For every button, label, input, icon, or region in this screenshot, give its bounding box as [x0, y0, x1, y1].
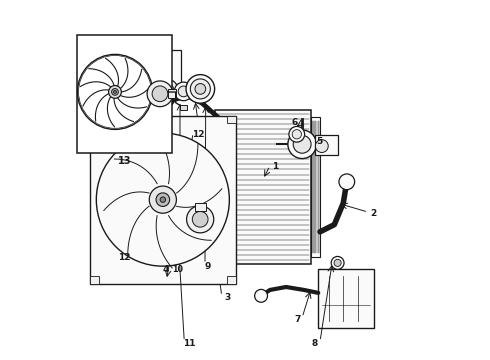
Circle shape: [152, 86, 168, 102]
Text: 13: 13: [118, 156, 131, 166]
Bar: [90, 116, 98, 123]
Circle shape: [109, 57, 148, 96]
Circle shape: [331, 256, 344, 269]
Circle shape: [109, 86, 122, 98]
Circle shape: [107, 55, 136, 84]
Circle shape: [195, 84, 206, 94]
Circle shape: [77, 54, 152, 129]
Text: 10: 10: [172, 265, 183, 274]
Circle shape: [117, 64, 142, 89]
Bar: [90, 116, 236, 284]
Circle shape: [174, 82, 193, 101]
Bar: [315, 135, 338, 155]
Circle shape: [190, 79, 210, 99]
Circle shape: [160, 197, 166, 202]
Circle shape: [289, 126, 305, 142]
Text: 1: 1: [272, 162, 278, 171]
Circle shape: [114, 90, 117, 93]
Circle shape: [288, 130, 317, 158]
Circle shape: [155, 108, 168, 120]
Text: 9: 9: [204, 262, 211, 271]
Circle shape: [112, 89, 119, 95]
Bar: [318, 269, 373, 328]
Text: 5: 5: [316, 137, 322, 146]
Bar: [207, 117, 215, 257]
Bar: [168, 89, 176, 98]
Circle shape: [339, 174, 355, 190]
Text: 4: 4: [163, 265, 169, 274]
Text: 8: 8: [312, 339, 318, 348]
Text: 11: 11: [183, 339, 195, 348]
Circle shape: [122, 70, 135, 83]
Circle shape: [292, 130, 301, 139]
Text: 12: 12: [119, 253, 131, 262]
Bar: [180, 104, 187, 110]
Circle shape: [156, 193, 170, 206]
Circle shape: [192, 211, 208, 227]
Circle shape: [97, 133, 229, 266]
Circle shape: [316, 140, 328, 153]
Bar: [311, 117, 320, 257]
Circle shape: [149, 186, 176, 213]
Circle shape: [178, 86, 189, 97]
Circle shape: [162, 45, 171, 54]
Circle shape: [186, 75, 215, 103]
Circle shape: [293, 135, 311, 153]
Bar: [154, 50, 181, 84]
Circle shape: [255, 289, 268, 302]
Circle shape: [163, 84, 173, 94]
Circle shape: [334, 259, 341, 266]
Bar: [90, 276, 98, 284]
Circle shape: [129, 69, 150, 91]
Bar: [227, 276, 236, 284]
Bar: [195, 203, 205, 211]
Text: 6: 6: [291, 118, 297, 127]
Text: 2: 2: [370, 209, 376, 218]
Circle shape: [187, 206, 214, 233]
Text: 7: 7: [294, 315, 301, 324]
Text: 12: 12: [192, 130, 205, 139]
Bar: [77, 35, 172, 153]
Bar: [227, 116, 236, 123]
Bar: [215, 111, 311, 264]
Circle shape: [147, 81, 173, 107]
Text: 3: 3: [224, 293, 230, 302]
Circle shape: [159, 80, 177, 98]
